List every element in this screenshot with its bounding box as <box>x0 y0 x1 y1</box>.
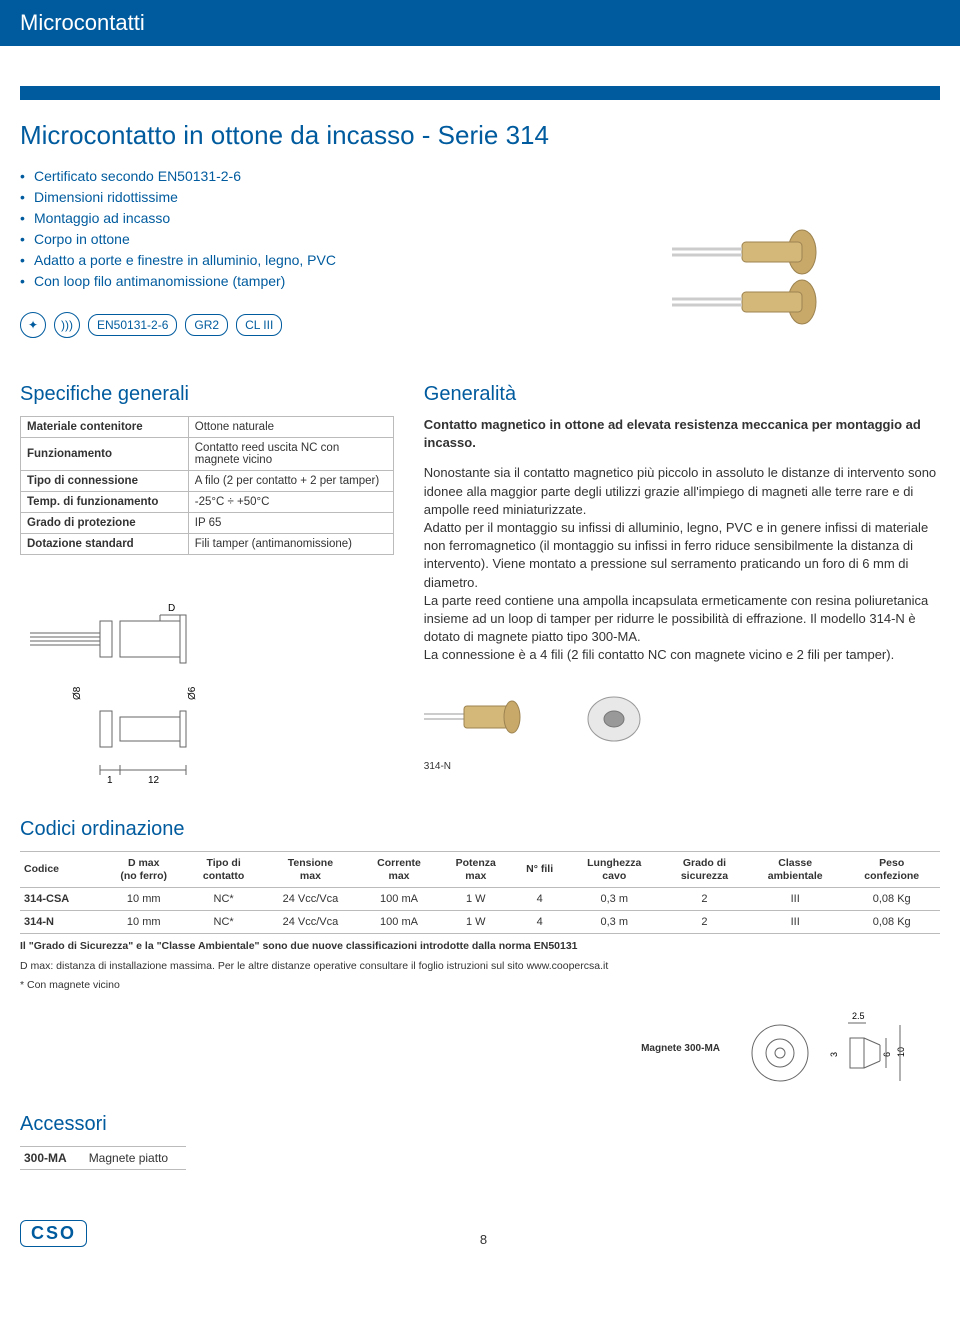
page-number: 8 <box>480 1232 487 1247</box>
svg-text:10: 10 <box>896 1047 906 1057</box>
generalita-body: Nonostante sia il contatto magnetico più… <box>424 464 940 664</box>
header-rule <box>20 86 940 100</box>
specs-table: Materiale contenitoreOttone naturale Fun… <box>20 416 394 555</box>
magnet-label: Magnete 300-MA <box>641 1043 720 1054</box>
order-note-3: * Con magnete vicino <box>20 979 940 993</box>
standard-badge: EN50131-2-6 <box>88 314 177 336</box>
table-row: FunzionamentoContatto reed uscita NC con… <box>21 438 394 471</box>
accessori-table: 300-MA Magnete piatto <box>20 1146 186 1170</box>
model-label: 314-N <box>424 761 940 772</box>
feature-item: Certificato secondo EN50131-2-6 <box>20 166 504 187</box>
generalita-title: Generalità <box>424 383 940 406</box>
feature-item: Corpo in ottone <box>20 229 504 250</box>
generalita-lead: Contatto magnetico in ottone ad elevata … <box>424 416 940 452</box>
dimension-diagram: D Ø8 Ø6 1 12 <box>20 585 394 788</box>
table-row: 314-N 10 mmNC* 24 Vcc/Vca100 mA 1 W4 0,3… <box>20 911 940 934</box>
class-badge: CL III <box>236 314 282 336</box>
table-row: Materiale contenitoreOttone naturale <box>21 417 394 438</box>
product-photo-top <box>544 166 940 368</box>
svg-text:Ø6: Ø6 <box>187 686 198 700</box>
product-photo-magnet <box>574 684 654 757</box>
specs-title: Specifiche generali <box>20 383 394 406</box>
svg-text:1: 1 <box>107 775 113 785</box>
svg-text:Ø8: Ø8 <box>72 686 83 700</box>
page-header: Microcontatti <box>0 0 960 46</box>
feature-item: Montaggio ad incasso <box>20 208 504 229</box>
badge-row: ✦ ))) EN50131-2-6 GR2 CL III <box>20 312 504 338</box>
svg-text:6: 6 <box>882 1052 892 1057</box>
table-header-row: Codice D max (no ferro) Tipo di contatto… <box>20 852 940 888</box>
table-row: 300-MA Magnete piatto <box>20 1147 186 1170</box>
category-label: Microcontatti <box>20 10 145 35</box>
table-row: Temp. di funzionamento-25°C ÷ +50°C <box>21 492 394 513</box>
svg-text:2.5: 2.5 <box>852 1011 865 1021</box>
feature-item: Dimensioni ridottissime <box>20 187 504 208</box>
order-title: Codici ordinazione <box>20 818 940 841</box>
table-row: Dotazione standardFili tamper (antimanom… <box>21 534 394 555</box>
svg-text:D: D <box>168 603 175 614</box>
certification-icon: ✦ <box>20 312 46 338</box>
table-row: 314-CSA 10 mmNC* 24 Vcc/Vca100 mA 1 W4 0… <box>20 888 940 911</box>
accessori-title: Accessori <box>20 1113 940 1136</box>
feature-list: Certificato secondo EN50131-2-6 Dimensio… <box>20 166 504 292</box>
order-table: Codice D max (no ferro) Tipo di contatto… <box>20 851 940 934</box>
table-row: Tipo di connessioneA filo (2 per contatt… <box>21 471 394 492</box>
wireless-icon: ))) <box>54 312 80 338</box>
feature-item: Con loop filo antimanomissione (tamper) <box>20 271 504 292</box>
product-title: Microcontatto in ottone da incasso - Ser… <box>20 120 940 151</box>
svg-text:3: 3 <box>829 1052 839 1057</box>
magnet-diagram-block: Magnete 300-MA 2.5 3 6 10 <box>20 1003 940 1093</box>
svg-text:12: 12 <box>148 775 160 785</box>
brand-logo: CSO <box>20 1220 87 1247</box>
grade-badge: GR2 <box>185 314 228 336</box>
feature-item: Adatto a porte e finestre in alluminio, … <box>20 250 504 271</box>
order-note-1: Il "Grado di Sicurezza" e la "Classe Amb… <box>20 940 940 954</box>
product-photo-314n <box>424 684 544 757</box>
table-row: Grado di protezioneIP 65 <box>21 513 394 534</box>
order-note-2: D max: distanza di installazione massima… <box>20 960 940 974</box>
